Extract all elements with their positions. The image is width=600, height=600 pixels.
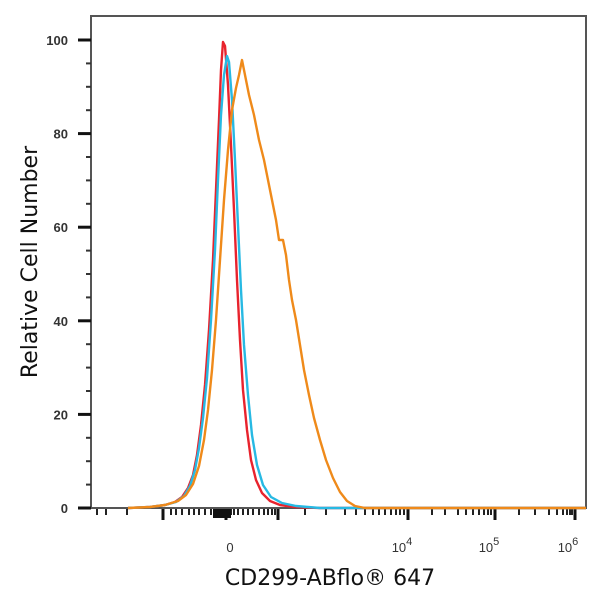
series-lines bbox=[127, 40, 586, 510]
y-axis: 0 20 40 60 80 100 bbox=[46, 33, 91, 516]
series-orange-line bbox=[127, 58, 586, 510]
y-tick-label: 80 bbox=[54, 127, 68, 142]
x-tick-label: 104 bbox=[392, 536, 413, 555]
y-tick-label: 20 bbox=[54, 407, 68, 422]
y-tick-label: 60 bbox=[54, 220, 68, 235]
plot-frame bbox=[90, 15, 587, 509]
x-axis-title: CD299-ABflo® 647 bbox=[225, 566, 435, 591]
y-axis-title: Relative Cell Number bbox=[18, 145, 43, 378]
y-tick-label: 100 bbox=[46, 33, 68, 48]
x-tick-label: 0 bbox=[226, 540, 233, 555]
y-tick-label: 40 bbox=[54, 314, 68, 329]
x-tick-label: 106 bbox=[558, 536, 579, 555]
y-tick-label: 0 bbox=[61, 501, 68, 516]
x-tick-label: 105 bbox=[479, 536, 500, 555]
series-cyan-line bbox=[127, 54, 586, 510]
x-axis: 0 104 105 106 bbox=[96, 509, 579, 555]
